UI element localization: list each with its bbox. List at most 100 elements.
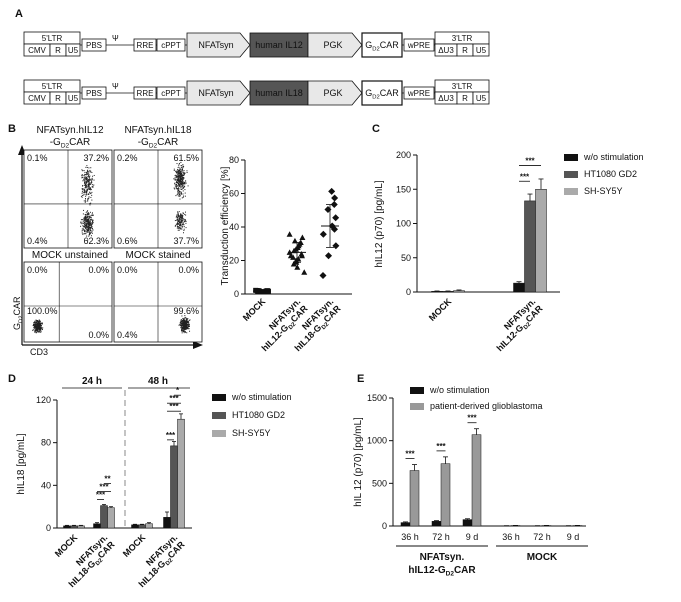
ltr5-cell-label: U5 (68, 94, 79, 103)
bar (77, 525, 85, 529)
rre-box (133, 86, 157, 100)
bar (440, 463, 451, 527)
scatter-point (294, 264, 301, 270)
ltr5-cell (65, 43, 81, 57)
scatter-point (328, 187, 336, 195)
wpre-label: wPRE (407, 89, 430, 98)
scatter-point (319, 272, 327, 279)
y-tick-label: 200 (396, 150, 411, 160)
ltr3-cell (472, 91, 490, 105)
legend-swatch (212, 394, 226, 401)
facs-events (32, 319, 44, 334)
sig-label: *** (467, 414, 477, 423)
legend-entry: w/o stimulation (429, 385, 490, 395)
rre-label: RRE (137, 89, 154, 98)
y-tick-label: 150 (396, 184, 411, 194)
pgk-label: PGK (323, 40, 342, 50)
group-label: MOCK (527, 552, 558, 563)
bar (145, 523, 153, 529)
category-label: 72 h (432, 532, 450, 542)
facs-title: -GD2CAR (50, 137, 91, 150)
y-tick-label: 0 (406, 287, 411, 297)
ltr5-label: 5'LTR (42, 82, 63, 91)
quadrant-ul: 0.0% (27, 265, 48, 275)
quadrant-lr: 62.3% (83, 236, 109, 246)
scatter-point (301, 269, 308, 275)
y-tick-label: 100 (396, 219, 411, 229)
legend-entry: w/o stimulation (231, 392, 292, 402)
nfatsyn-label: NFATsyn (198, 88, 233, 98)
sig-label: *** (169, 394, 179, 403)
facs-title: -GD2CAR (138, 137, 179, 150)
bar (400, 522, 411, 527)
category-label: 9 d (567, 532, 580, 542)
quadrant-lr: 0.0% (88, 330, 109, 340)
sig-label: *** (525, 157, 535, 166)
facs-title: MOCK stained (125, 250, 190, 261)
y-axis-title: hIL12 (p70) [pg/mL] (374, 180, 385, 267)
quadrant-ur: 37.2% (83, 153, 109, 163)
panel-label-c: C (372, 123, 380, 135)
gd2car-label: GD2CAR (365, 88, 399, 100)
category-label: MOCK (121, 532, 148, 559)
sig-label: *** (436, 442, 446, 451)
legend-swatch (564, 171, 578, 178)
facs-plot-2: 0.2% 61.5% 0.6% 37.7% (113, 149, 203, 249)
panel-e-hil12-time-chart: E 0 500 1000 1500 hIL 12 (p70) [pg/mL] *** *** *… (353, 373, 588, 578)
ltr5-cell-label: U5 (68, 46, 79, 55)
ltr5-cell (65, 91, 81, 105)
psi-label: Ψ (112, 34, 119, 43)
legend-entry: SH-SY5Y (232, 428, 271, 438)
rre-label: RRE (137, 41, 154, 50)
group-label: 48 h (148, 376, 168, 387)
facs-x-axis-label: CD3 (30, 347, 48, 357)
scatter-point (331, 194, 339, 202)
group-label: hIL12-GD2CAR (408, 565, 476, 578)
scatter-group-2 (286, 231, 308, 275)
scatter-point (291, 237, 298, 244)
panel-a-constructs: A 5'LTR CMV R U5 PBS Ψ RRE cPPT NFATsyn human IL12… (15, 8, 490, 106)
pbs-box (81, 86, 107, 100)
legend-swatch (564, 154, 578, 161)
quadrant-ll: 0.4% (117, 330, 138, 340)
y-axis-title: hIL 12 (p70) [pg/mL] (353, 417, 364, 507)
facs-y-axis-label: GD2CAR (12, 296, 24, 330)
bar (63, 525, 71, 529)
quadrant-ur: 61.5% (173, 153, 199, 163)
category-label: MOCK (427, 296, 454, 323)
legend-swatch (212, 412, 226, 419)
scatter-group-3 (319, 187, 340, 279)
legend-entry: patient-derived glioblastoma (430, 401, 543, 411)
scatter-point (330, 201, 338, 209)
panel-label-a: A (15, 8, 23, 20)
y-tick-label: 1500 (367, 393, 387, 403)
panel-b: B NFATsyn.hIL12-GD2CARNFATsyn.hIL18-GD2CA… (8, 123, 203, 357)
scatter-point (299, 234, 306, 241)
y-tick-label: 60 (229, 189, 239, 199)
quadrant-ur: 0.0% (178, 265, 199, 275)
bar (409, 470, 420, 527)
ltr3-label: 3'LTR (452, 34, 473, 43)
quadrant-lr: 37.7% (173, 236, 199, 246)
category-label: 72 h (533, 532, 551, 542)
bar (453, 290, 465, 293)
category-label: 36 h (401, 532, 419, 542)
pbs-box (81, 38, 107, 52)
ltr3-cell-label: R (462, 94, 468, 103)
group-label: NFATsyn. (420, 552, 465, 563)
sig-label: *** (405, 450, 415, 459)
bar (107, 507, 115, 529)
construct-row-1: 5'LTR CMV R U5 PBS Ψ RRE cPPT NFATsyn human IL12 P… (23, 31, 490, 58)
pgk-promoter (307, 80, 363, 106)
y-tick-label: 120 (36, 395, 51, 405)
sig-label: ** (104, 475, 111, 484)
cppt-label: cPPT (161, 41, 181, 50)
ltr5-cell-label: CMV (28, 94, 46, 103)
y-tick-label: 1000 (367, 436, 387, 446)
y-tick-label: 80 (229, 155, 239, 165)
nfatsyn-promoter (186, 32, 251, 58)
ltr5-cell-label: R (55, 94, 61, 103)
